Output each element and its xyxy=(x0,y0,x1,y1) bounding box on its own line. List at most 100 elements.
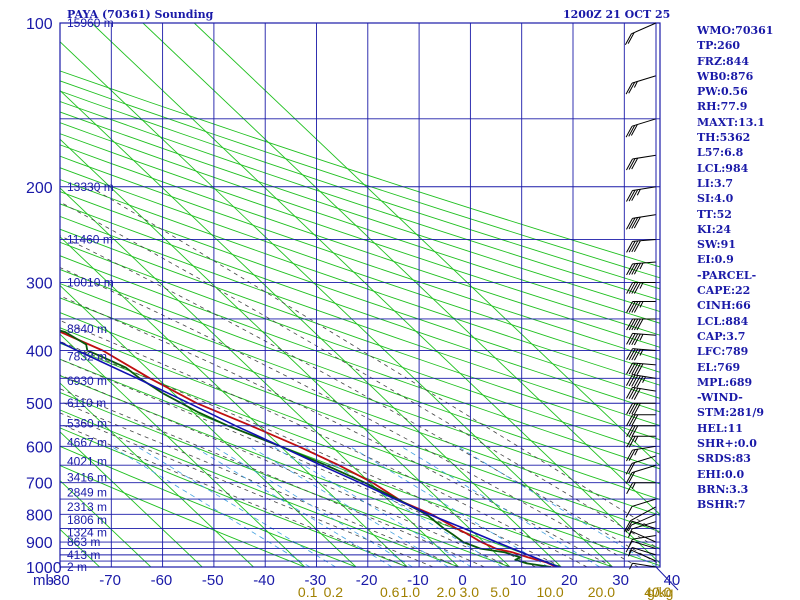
wind-barb-half-flag xyxy=(642,376,646,383)
wind-barb-flag xyxy=(631,301,639,313)
isotherm-line xyxy=(142,23,660,516)
wind-barb-flag xyxy=(628,82,636,94)
wind-barb-flag xyxy=(626,482,634,494)
wind-barb-flag xyxy=(626,362,634,375)
wind-barb-flag xyxy=(626,403,634,415)
wind-barb xyxy=(626,300,656,313)
index-item: TH:5362 xyxy=(697,131,751,145)
moist-adiabat-line xyxy=(60,201,660,550)
isotherm-line xyxy=(60,236,408,567)
isotherm-line xyxy=(60,138,511,567)
height-label: 6930 m xyxy=(67,374,107,388)
wind-barb xyxy=(627,549,657,562)
isotherm-line xyxy=(60,431,203,567)
wind-barb-staff xyxy=(631,498,657,507)
wind-barb xyxy=(626,374,657,388)
wind-barb-flag xyxy=(628,263,636,275)
wind-barb-staff xyxy=(631,513,657,526)
wind-barb-flag xyxy=(631,189,639,201)
wind-barb-half-flag xyxy=(629,563,633,570)
height-label: 8840 m xyxy=(67,322,107,336)
pressure-unit-label: mb xyxy=(33,572,54,589)
height-label: 4667 m xyxy=(67,435,107,449)
mixing-ratio-line xyxy=(249,445,449,567)
temperature-tick-label: -60 xyxy=(151,572,173,589)
wind-barb-flag xyxy=(636,318,644,331)
temperature-tick-label: -70 xyxy=(99,572,121,589)
index-item: HEL:11 xyxy=(697,421,743,435)
temperature-tick-label: -20 xyxy=(356,572,378,589)
index-item: EL:769 xyxy=(697,360,741,374)
wind-barb-flag xyxy=(625,125,633,138)
wind-barb-staff xyxy=(631,455,657,464)
temperature-tick-label: -80 xyxy=(48,572,70,589)
wind-barb xyxy=(626,435,656,448)
wind-barb-flag xyxy=(626,241,634,253)
index-item: BRN:3.3 xyxy=(697,482,749,496)
wind-barb-flag xyxy=(628,403,636,415)
wind-barb-staff xyxy=(632,534,657,540)
pressure-tick-label: 700 xyxy=(26,476,53,493)
pressure-tick-label: 400 xyxy=(26,344,53,361)
wind-axis-foot xyxy=(655,566,679,591)
wind-barb-half-flag xyxy=(627,549,632,557)
wind-barb-flag xyxy=(626,282,634,294)
index-item: TT:52 xyxy=(697,207,732,221)
wind-barb-staff xyxy=(632,374,657,379)
wind-barb-flag xyxy=(628,189,636,202)
wind-barb-staff xyxy=(632,154,657,160)
wind-barb-flag xyxy=(626,387,633,399)
index-item: CAPE:22 xyxy=(697,284,751,298)
wind-barb-flag xyxy=(631,282,639,294)
pressure-tick-label: 900 xyxy=(26,535,53,552)
mixing-ratio-label: 0.1 xyxy=(298,584,318,600)
mixing-ratio-line xyxy=(110,445,311,567)
pressure-tick-label: 500 xyxy=(26,396,53,413)
wind-barb xyxy=(625,75,657,95)
wind-barb-flag xyxy=(625,520,633,533)
dewpoint-trace xyxy=(60,329,552,567)
mixing-ratio-label: 5.0 xyxy=(490,584,510,600)
wind-barb-flag xyxy=(633,282,641,294)
wind-barb-staff xyxy=(631,118,657,127)
wind-barb xyxy=(626,386,657,400)
isotherm-line xyxy=(60,284,357,567)
height-label: 13330 m xyxy=(67,180,114,194)
wind-barb xyxy=(624,506,657,532)
temperature-tick-label: 30 xyxy=(612,572,629,589)
index-item: SRDS:83 xyxy=(697,452,751,466)
wind-barb-flag xyxy=(636,363,644,376)
wind-barb-flag xyxy=(628,449,636,461)
wind-barb-staff xyxy=(631,75,657,84)
index-item: MAXT:13.1 xyxy=(697,115,765,129)
wind-barb xyxy=(625,118,657,138)
wind-barb-flag xyxy=(628,387,636,400)
wind-barb-flag xyxy=(631,414,639,427)
wind-barb-flag xyxy=(628,301,636,313)
wind-barb-flag xyxy=(631,157,639,170)
height-label: 2 m xyxy=(67,560,87,574)
mixing-ratio-label: 3.0 xyxy=(460,584,480,600)
wind-barb-staff xyxy=(630,506,657,522)
wind-barb-flag xyxy=(628,425,636,437)
wind-barb xyxy=(626,402,656,415)
moist-adiabat-line xyxy=(60,423,408,567)
wind-barb-flag xyxy=(626,374,633,386)
mixing-ratio-line xyxy=(349,445,549,567)
wind-barb-flag xyxy=(633,318,641,331)
wind-barb-flag xyxy=(624,33,632,46)
wind-barb-half-flag xyxy=(628,547,633,554)
wind-barb-flag xyxy=(628,348,636,361)
wind-barb xyxy=(626,154,657,171)
wind-barb-flag xyxy=(626,449,633,462)
wind-barb xyxy=(626,332,657,346)
wind-barb-flag xyxy=(626,190,633,202)
wind-barb-flag xyxy=(628,462,636,474)
wind-barb xyxy=(626,261,657,276)
wind-barb xyxy=(625,464,657,484)
mixing-ratio-label: 40.0 xyxy=(644,584,671,600)
mixing-ratio-line xyxy=(303,445,503,567)
wind-barb-flag xyxy=(626,318,634,331)
isotherm-line xyxy=(60,333,306,567)
